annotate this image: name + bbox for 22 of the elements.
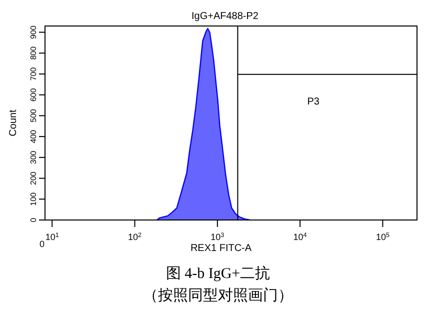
annotation: P3 [307, 96, 320, 108]
x-tick-label: 10$^{4}$ [293, 232, 308, 242]
y-tick-label: 500 [29, 108, 38, 122]
text: （按照同型对照画门） [143, 287, 293, 304]
y-tick-label: 600 [29, 88, 38, 102]
y-tick-label: 0 [29, 217, 38, 222]
y-tick-label: 100 [29, 192, 38, 206]
y-axis-title: Count [8, 109, 19, 136]
x-axis-title: REX1 FITC-A [190, 243, 252, 254]
y-tick-label: 800 [29, 46, 38, 60]
y-tick-label: 200 [29, 171, 38, 185]
x-tick-label: 10$^{5}$ [376, 232, 390, 242]
chart-title: IgG+AF488-P2 [192, 11, 259, 22]
text: 0 [39, 239, 45, 249]
y-tick-label: 700 [29, 66, 38, 81]
y-tick-label: 400 [29, 129, 38, 144]
y-tick-label: 900 [29, 25, 38, 39]
x-tick-label: 10$^{3}$ [210, 232, 225, 242]
x-tick-label: 10$^{1}$ [45, 232, 60, 242]
caption: 图 4-b IgG+二抗 [166, 265, 270, 282]
x-tick-label: 10$^{2}$ [128, 232, 142, 242]
y-tick-label: 300 [29, 150, 38, 164]
